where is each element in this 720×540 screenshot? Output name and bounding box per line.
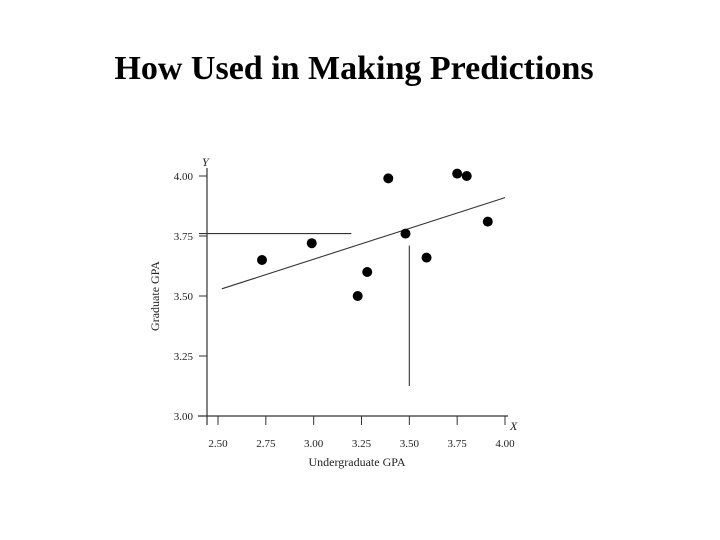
y-tick-label: 3.25 bbox=[174, 351, 194, 363]
chart-points bbox=[257, 168, 493, 301]
chart-lines bbox=[199, 197, 506, 386]
x-tick-label: 3.50 bbox=[400, 438, 420, 450]
y-tick-label: 3.50 bbox=[174, 291, 194, 303]
y-axis-title: Graduate GPA bbox=[148, 261, 162, 331]
chart-axes bbox=[198, 168, 508, 425]
data-point bbox=[421, 252, 432, 263]
x-tick-label: 3.25 bbox=[352, 438, 372, 450]
data-point bbox=[482, 216, 493, 227]
x-tick-label: 2.75 bbox=[256, 438, 276, 450]
data-point bbox=[257, 255, 268, 265]
x-tick-label: 4.00 bbox=[495, 438, 515, 450]
slide-title: How Used in Making Predictions bbox=[114, 50, 594, 87]
data-point bbox=[306, 238, 317, 249]
y-tick-label: 3.75 bbox=[174, 231, 194, 243]
x-axis-title: Undergraduate GPA bbox=[309, 455, 406, 469]
chart-labels: Y X 3.00 3.25 3.50 3.75 4.00 2.50 2.75 3.00 3.25 3.… bbox=[148, 155, 518, 469]
data-point bbox=[383, 173, 394, 184]
y-tick-label: 4.00 bbox=[174, 171, 194, 183]
x-axis-letter: X bbox=[509, 419, 518, 433]
x-tick-label: 3.00 bbox=[304, 438, 324, 450]
x-tick-label: 3.75 bbox=[448, 438, 468, 450]
data-point bbox=[400, 228, 411, 239]
data-point bbox=[352, 291, 363, 301]
y-axis-letter: Y bbox=[202, 155, 210, 169]
data-point bbox=[362, 267, 373, 277]
data-point bbox=[452, 168, 463, 179]
regression-line bbox=[221, 197, 506, 290]
data-point bbox=[461, 171, 472, 181]
x-tick-label: 2.50 bbox=[208, 438, 228, 450]
y-tick-label: 3.00 bbox=[174, 411, 194, 423]
